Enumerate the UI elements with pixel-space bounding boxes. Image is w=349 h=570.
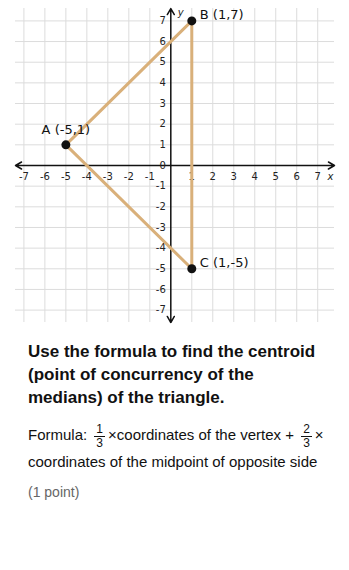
svg-text:C (1,-5): C (1,-5) <box>200 255 249 270</box>
svg-text:A (-5,1): A (-5,1) <box>42 122 91 137</box>
svg-text:6: 6 <box>159 36 165 47</box>
svg-text:B (1,7): B (1,7) <box>200 7 244 22</box>
html-text:3 ×coordinates of the vertex +: 3 ×coordinates of the vertex + 2 <box>96 422 310 450</box>
svg-text:2: 2 <box>210 171 216 182</box>
html-text:(1 point): (1 point) <box>28 484 80 500</box>
svg-text:2: 2 <box>159 118 165 129</box>
svg-text:-1: -1 <box>156 180 166 191</box>
svg-text:-3: -3 <box>103 171 113 182</box>
svg-text:-1: -1 <box>145 171 155 182</box>
svg-text:7: 7 <box>315 171 321 182</box>
svg-text:1: 1 <box>159 139 165 150</box>
svg-text:4: 4 <box>252 171 258 182</box>
svg-text:5: 5 <box>159 56 165 67</box>
svg-text:-4: -4 <box>82 171 92 182</box>
html-text:Use the formula to find the ce: Use the formula to find the centroid (po… <box>28 342 316 407</box>
svg-text:1: 1 <box>188 170 195 182</box>
svg-text:3: 3 <box>159 98 165 109</box>
svg-text:7: 7 <box>159 15 165 26</box>
svg-text:-7: -7 <box>19 171 29 182</box>
svg-text:y: y <box>177 7 185 18</box>
svg-text:0: 0 <box>159 160 165 171</box>
svg-text:x: x <box>327 171 334 182</box>
svg-text:4: 4 <box>159 77 165 88</box>
svg-text:-5: -5 <box>156 263 166 274</box>
svg-text:-2: -2 <box>156 201 166 212</box>
svg-text:-6: -6 <box>156 284 166 295</box>
svg-text:-6: -6 <box>40 171 50 182</box>
svg-text:-3: -3 <box>156 222 166 233</box>
svg-text:5: 5 <box>273 171 279 182</box>
html-text:3 × coordinates of the midpoin: 3 × coordinates of the midpoint of oppos… <box>28 426 324 470</box>
svg-text:6: 6 <box>294 171 300 182</box>
svg-text:-7: -7 <box>156 304 166 315</box>
svg-text:3: 3 <box>231 171 237 182</box>
svg-text:-5: -5 <box>61 171 71 182</box>
html-text:Formula: 1: Formula: 1 <box>28 422 103 444</box>
svg-text:-2: -2 <box>124 171 134 182</box>
svg-text:-4: -4 <box>156 242 166 253</box>
